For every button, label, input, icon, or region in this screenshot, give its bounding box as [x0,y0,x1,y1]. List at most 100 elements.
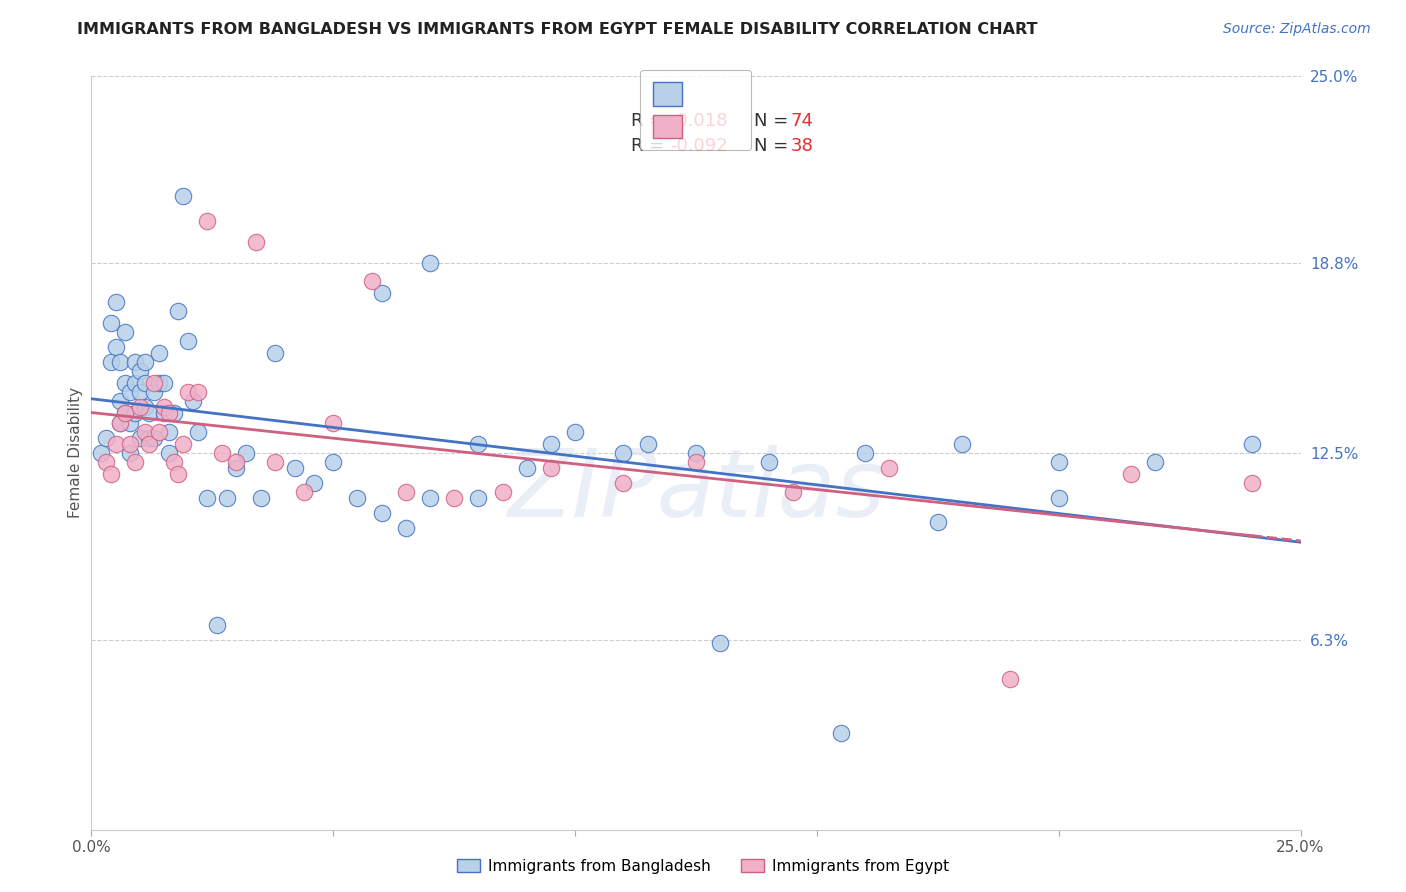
Point [322,455,344,469]
Text: R =: R = [631,137,669,155]
Point [94,431,117,445]
Text: 38: 38 [790,137,813,155]
Point [1047,455,1070,469]
Point [90,445,112,460]
Text: N =: N = [754,137,794,155]
Point [612,445,634,460]
Point [104,436,127,450]
Point [225,455,247,469]
Point [346,491,368,505]
Point [612,475,634,490]
Point [950,436,973,450]
Point [249,491,271,505]
Point [124,455,146,469]
Point [1047,491,1070,505]
Point [709,635,731,649]
Text: N =: N = [754,112,794,129]
Text: 74: 74 [790,112,813,129]
Point [138,436,160,450]
Point [215,491,238,505]
Point [370,285,392,300]
Point [1000,672,1022,686]
Point [128,401,150,415]
Point [516,460,538,475]
Point [153,376,176,391]
Point [177,334,200,348]
Point [1121,467,1143,481]
Point [162,455,184,469]
Point [143,376,166,391]
Point [1241,475,1264,490]
Point [124,407,146,421]
Point [100,355,122,369]
Point [157,445,180,460]
Point [197,491,219,505]
Point [128,364,150,378]
Text: ZIPatlas: ZIPatlas [508,445,884,536]
Text: -0.092: -0.092 [671,137,728,155]
Point [235,445,257,460]
Point [120,416,142,430]
Point [177,385,200,400]
Point [197,213,219,227]
Point [443,491,465,505]
Point [128,385,150,400]
Point [927,515,949,529]
Point [143,431,166,445]
Point [685,455,707,469]
Text: R =: R = [631,112,669,129]
Point [120,385,142,400]
Point [148,425,170,439]
Point [395,484,418,499]
Point [124,376,146,391]
Point [134,376,156,391]
Point [491,484,513,499]
Point [370,506,392,520]
Point [245,235,267,249]
Point [138,431,160,445]
Point [283,460,305,475]
Point [120,436,142,450]
Point [395,521,418,535]
Text: -0.018: -0.018 [671,112,728,129]
Point [148,376,170,391]
Point [104,340,127,354]
Point [540,436,562,450]
Point [782,484,804,499]
Point [100,316,122,330]
Point [110,416,132,430]
Point [225,460,247,475]
Point [114,325,136,339]
Point [292,484,315,499]
Point [181,394,204,409]
Point [134,425,156,439]
Point [637,436,659,450]
Point [361,274,384,288]
Point [138,407,160,421]
Point [104,294,127,310]
Point [167,304,190,318]
Text: Source: ZipAtlas.com: Source: ZipAtlas.com [1223,22,1371,37]
Point [120,445,142,460]
Point [758,455,780,469]
Point [853,445,876,460]
Point [540,460,562,475]
Point [153,401,176,415]
Point [134,355,156,369]
Legend:         ,         : , [641,70,751,151]
Point [264,455,287,469]
Point [124,355,146,369]
Point [167,467,190,481]
Point [187,385,209,400]
Point [110,416,132,430]
Point [94,455,117,469]
Point [110,394,132,409]
Point [162,407,184,421]
Point [134,401,156,415]
Text: IMMIGRANTS FROM BANGLADESH VS IMMIGRANTS FROM EGYPT FEMALE DISABILITY CORRELATIO: IMMIGRANTS FROM BANGLADESH VS IMMIGRANTS… [77,22,1038,37]
Point [1241,436,1264,450]
Point [143,385,166,400]
Point [419,256,441,270]
Point [114,407,136,421]
Point [110,355,132,369]
